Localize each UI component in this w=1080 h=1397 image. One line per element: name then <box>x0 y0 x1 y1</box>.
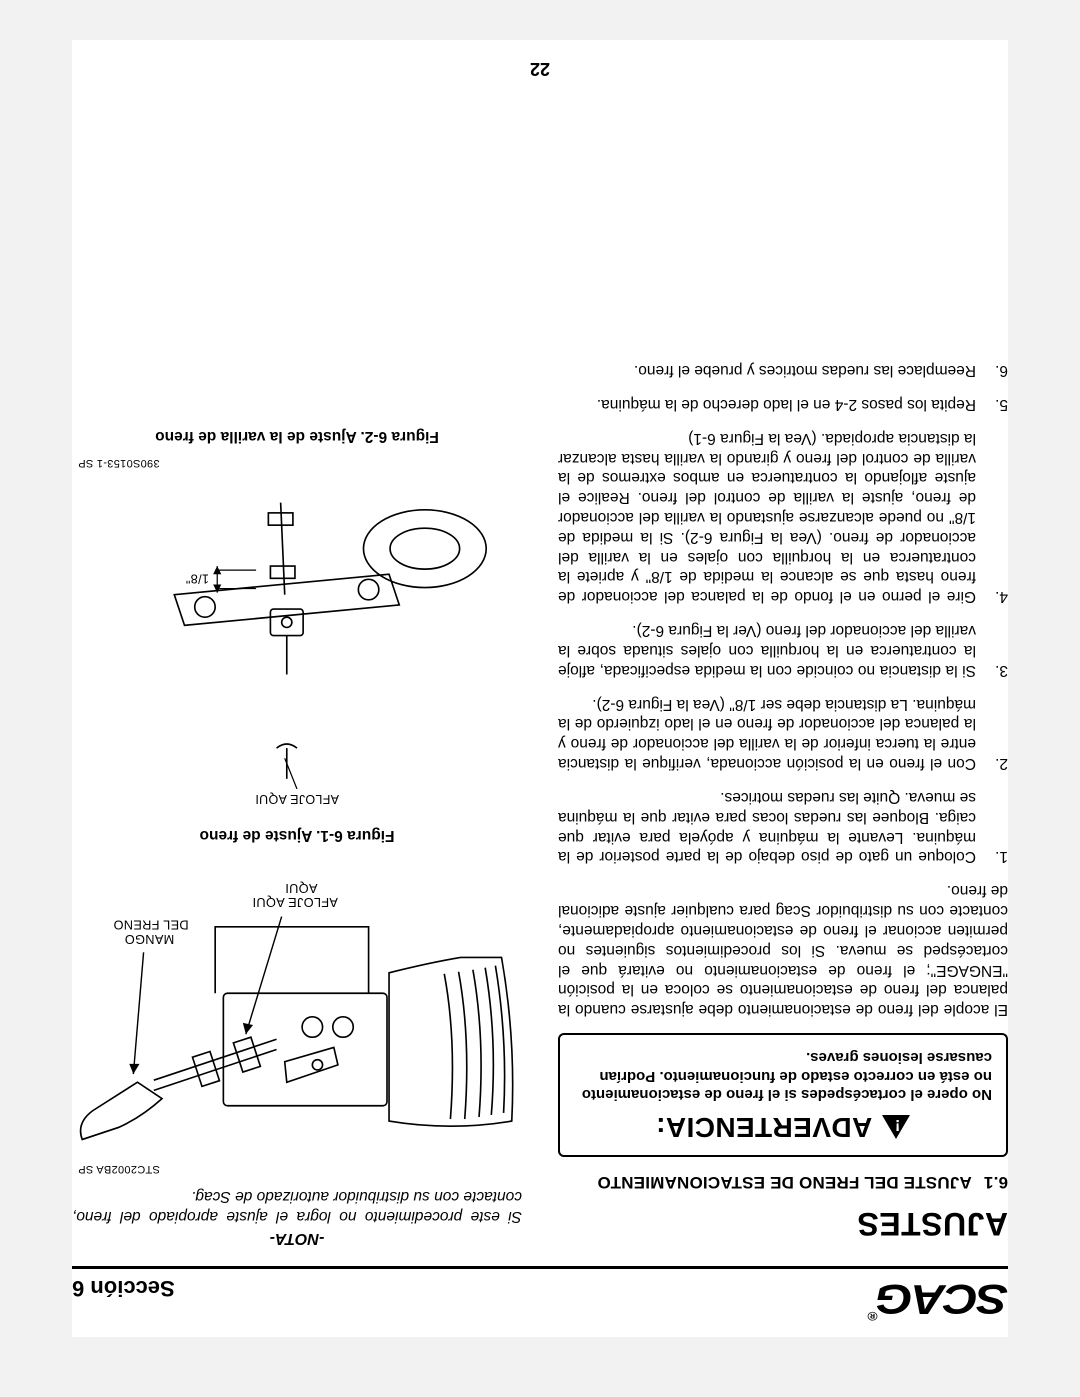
figure-6-2: AFLOJE AQUI <box>72 426 522 807</box>
warning-box: ADVERTENCIA: No opere el cortacéspedes s… <box>558 1033 1008 1157</box>
step-4: 4.Gire el perno en el fondo de la palanc… <box>558 428 1008 606</box>
header-bar: SCAG® Sección 6 <box>72 1266 1008 1337</box>
figure-6-1: STC2002BA SP <box>72 825 522 1176</box>
subsection-heading: 6.1 AJUSTE DEL FRENO DE ESTACIONAMIENTO <box>558 1171 1008 1193</box>
steps-list: 1.Coloque un gato de piso debajo de la p… <box>558 360 1008 866</box>
step-5-text: Repita los pasos 2-4 en el lado derecho … <box>597 394 976 414</box>
figure-6-2-svg: 1/8" <box>72 472 522 789</box>
warning-triangle-icon <box>882 1115 910 1139</box>
figure-6-1-svg: AFLOJE AQUI AQUI MANGO DEL FRENO <box>72 855 522 1162</box>
svg-text:AQUI: AQUI <box>285 881 317 896</box>
step-3: 3.Si la distancia no coincide con la med… <box>558 620 1008 679</box>
logo-text: SCAG <box>878 1276 1008 1323</box>
page-number: 22 <box>72 58 1008 79</box>
logo: SCAG® <box>870 1275 1008 1323</box>
fig2-dim: 1/8" <box>186 571 210 586</box>
warning-body: No opere el cortacéspedes si el freno de… <box>574 1047 992 1103</box>
figure-6-2-caption: Figura 6-2. Ajuste de la varilla de fren… <box>72 426 522 446</box>
warning-header: ADVERTENCIA: <box>574 1109 992 1145</box>
step-1-text: Coloque un gato de piso debajo de la par… <box>558 787 976 866</box>
fig1-label-afloje: AFLOJE AQUI <box>252 895 338 910</box>
page-inner: SCAG® Sección 6 AJUSTES 6.1 AJUSTE DEL F… <box>72 40 1008 1337</box>
body-columns: AJUSTES 6.1 AJUSTE DEL FRENO DE ESTACION… <box>72 346 1008 1252</box>
intro-paragraph: El acople del freno de estacionamiento d… <box>558 880 1008 1019</box>
svg-text:MANGO: MANGO <box>125 932 175 947</box>
step-4-text: Gire el perno en el fondo de la palanca … <box>558 428 976 606</box>
step-6: 6.Reemplace las ruedas motrices y pruebe… <box>558 360 1008 380</box>
step-1: 1.Coloque un gato de piso debajo de la p… <box>558 787 1008 866</box>
figure-6-1-ref: STC2002BA SP <box>72 1162 522 1176</box>
warning-title: ADVERTENCIA: <box>656 1109 872 1145</box>
subsection-text: AJUSTE DEL FRENO DE ESTACIONAMIENTO <box>597 1171 971 1193</box>
note-body: Si este procedimiento no logra el ajuste… <box>72 1186 522 1226</box>
note-title: -NOTA- <box>72 1228 522 1248</box>
svg-text:DEL FRENO: DEL FRENO <box>113 917 188 932</box>
fig2-label-afloje: AFLOJE AQUI <box>72 791 522 807</box>
step-2-text: Con el freno en la posición accionada, v… <box>558 694 976 773</box>
step-6-text: Reemplace las ruedas motrices y pruebe e… <box>634 360 976 380</box>
logo-registered: ® <box>870 1309 878 1323</box>
step-3-text: Si la distancia no coincide con la medid… <box>558 620 976 679</box>
subsection-number: 6.1 <box>984 1171 1008 1193</box>
step-2: 2.Con el freno en la posición accionada,… <box>558 694 1008 773</box>
page-title: AJUSTES <box>558 1203 1008 1244</box>
step-5: 5.Repita los pasos 2-4 en el lado derech… <box>558 394 1008 414</box>
left-column: AJUSTES 6.1 AJUSTE DEL FRENO DE ESTACION… <box>554 346 1008 1252</box>
figure-6-2-ref: 390S0153-1 SP <box>72 456 522 470</box>
section-label: Sección 6 <box>72 1275 175 1301</box>
figure-6-1-caption: Figura 6-1. Ajuste de freno <box>72 825 522 845</box>
page-rotated: SCAG® Sección 6 AJUSTES 6.1 AJUSTE DEL F… <box>0 0 1080 1397</box>
right-column: -NOTA- Si este procedimiento no logra el… <box>72 346 526 1252</box>
